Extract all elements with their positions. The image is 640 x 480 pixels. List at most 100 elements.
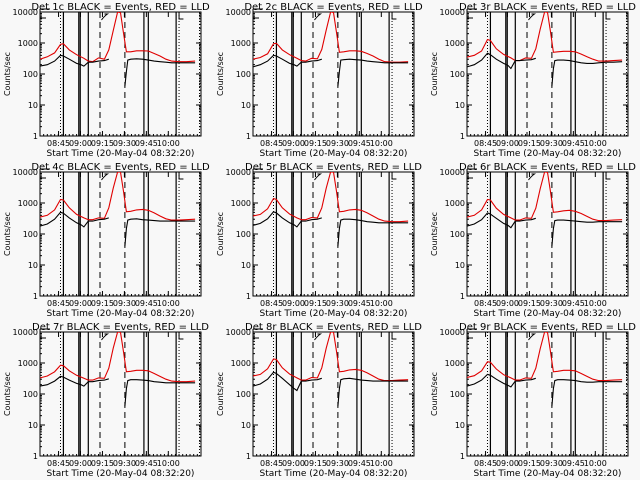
- x-tick-label: 08:45: [474, 299, 497, 308]
- x-tick-label: 08:45: [47, 459, 70, 468]
- panel-title: Det 4c BLACK = Events, RED = LLD: [31, 162, 210, 173]
- x-tick-label: 10:00: [157, 139, 180, 148]
- x-tick-label: 08:45: [260, 459, 283, 468]
- y-axis-label: Counts/sec: [3, 372, 12, 416]
- y-axis-label: Counts/sec: [216, 52, 225, 96]
- night-marker: [178, 172, 184, 180]
- x-tick-label: 09:30: [540, 139, 563, 148]
- panel-9: Det 9r BLACK = Events, RED = LLD 1 10 100 10…: [430, 322, 636, 479]
- bracket-marker: [39, 168, 50, 179]
- y-axis-label: Counts/sec: [3, 52, 12, 96]
- x-tick-label: 10:00: [157, 299, 180, 308]
- bracket-marker: [39, 8, 50, 19]
- saa-marker: [528, 13, 537, 21]
- bracket-marker: [466, 8, 477, 19]
- panel-title: Det 2c BLACK = Events, RED = LLD: [244, 2, 423, 13]
- plot-frame: [252, 11, 415, 137]
- y-tick-label: 10000: [13, 328, 38, 337]
- y-tick-label: 1: [33, 292, 38, 301]
- panel-title: Det 9r BLACK = Events, RED = LLD: [459, 322, 636, 333]
- y-tick-label: 10: [28, 101, 38, 110]
- events-series-line: [253, 371, 409, 407]
- x-tick-label: 09:45: [348, 299, 371, 308]
- panel-6: Det 6r BLACK = Events, RED = LLD 1 10 100 10…: [430, 162, 636, 319]
- y-tick-label: 10: [455, 261, 465, 270]
- x-tick-label: 09:30: [326, 459, 349, 468]
- x-tick-label: 10:00: [584, 459, 607, 468]
- x-axis-label: Start Time (20-May-04 08:32:20): [47, 469, 195, 479]
- y-axis-label: Counts/sec: [216, 372, 225, 416]
- x-tick-label: 09:30: [326, 139, 349, 148]
- lld-series-line: [40, 332, 196, 383]
- panel-title: Det 1c BLACK = Events, RED = LLD: [31, 2, 210, 13]
- y-tick-label: 1000: [231, 39, 251, 48]
- x-tick-label: 10:00: [370, 139, 393, 148]
- x-tick-label: 09:30: [113, 139, 136, 148]
- night-marker: [178, 12, 184, 20]
- plot-frame: [39, 331, 202, 457]
- panel-title: Det 3r BLACK = Events, RED = LLD: [459, 2, 636, 13]
- x-tick-label: 10:00: [157, 459, 180, 468]
- x-tick-label: 09:00: [69, 299, 92, 308]
- y-tick-label: 100: [450, 230, 465, 239]
- x-axis-label: Start Time (20-May-04 08:32:20): [474, 149, 622, 159]
- x-tick-label: 10:00: [584, 299, 607, 308]
- plot-frame: [39, 11, 202, 137]
- bracket-marker: [466, 328, 477, 339]
- y-tick-label: 10: [241, 421, 251, 430]
- y-tick-label: 100: [236, 230, 251, 239]
- saa-marker: [314, 13, 323, 21]
- y-tick-label: 1000: [231, 359, 251, 368]
- y-tick-label: 1000: [18, 39, 38, 48]
- bracket-marker: [252, 8, 263, 19]
- y-tick-label: 1: [460, 132, 465, 141]
- y-tick-label: 100: [236, 390, 251, 399]
- y-tick-label: 10: [241, 101, 251, 110]
- x-tick-label: 09:45: [135, 459, 158, 468]
- night-marker: [605, 12, 611, 20]
- y-tick-label: 100: [23, 70, 38, 79]
- panel-7: Det 7r BLACK = Events, RED = LLD 1 10 100 10…: [3, 322, 219, 479]
- y-tick-label: 10000: [440, 168, 465, 177]
- x-tick-label: 08:45: [474, 459, 497, 468]
- panel-title: Det 5r BLACK = Events, RED = LLD: [245, 162, 422, 173]
- x-tick-label: 08:45: [47, 299, 70, 308]
- y-tick-label: 1: [246, 452, 251, 461]
- x-axis-label: Start Time (20-May-04 08:32:20): [260, 309, 408, 319]
- lld-series-line: [253, 172, 409, 223]
- panel-5: Det 5r BLACK = Events, RED = LLD 1 10 100 10…: [216, 162, 432, 319]
- x-tick-label: 10:00: [370, 299, 393, 308]
- x-tick-label: 09:00: [496, 299, 519, 308]
- lld-series-line: [467, 12, 623, 62]
- night-marker: [178, 332, 184, 340]
- x-tick-label: 08:45: [474, 139, 497, 148]
- bracket-marker: [252, 328, 263, 339]
- events-series-line: [40, 375, 196, 407]
- saa-marker: [101, 333, 110, 341]
- y-tick-label: 1000: [445, 39, 465, 48]
- x-tick-label: 09:45: [348, 459, 371, 468]
- plot-frame: [466, 331, 629, 457]
- night-marker: [605, 332, 611, 340]
- x-tick-label: 09:15: [304, 459, 327, 468]
- panel-title: Det 7r BLACK = Events, RED = LLD: [32, 322, 209, 333]
- y-tick-label: 1000: [18, 359, 38, 368]
- x-axis-label: Start Time (20-May-04 08:32:20): [260, 469, 408, 479]
- lld-series-line: [467, 332, 623, 382]
- panel-1: Det 1c BLACK = Events, RED = LLD 1 10 100 10…: [3, 2, 219, 159]
- events-series-line: [40, 211, 196, 247]
- x-tick-label: 09:30: [113, 299, 136, 308]
- y-tick-label: 10000: [226, 168, 251, 177]
- x-axis-label: Start Time (20-May-04 08:32:20): [47, 309, 195, 319]
- x-tick-label: 09:15: [91, 459, 114, 468]
- x-tick-label: 10:00: [370, 459, 393, 468]
- events-series-line: [253, 211, 409, 247]
- x-tick-label: 09:00: [496, 139, 519, 148]
- x-tick-label: 09:45: [135, 299, 158, 308]
- plot-frame: [252, 331, 415, 457]
- y-tick-label: 10: [241, 261, 251, 270]
- x-tick-label: 09:00: [69, 459, 92, 468]
- y-tick-label: 1000: [231, 199, 251, 208]
- x-tick-label: 09:00: [282, 139, 305, 148]
